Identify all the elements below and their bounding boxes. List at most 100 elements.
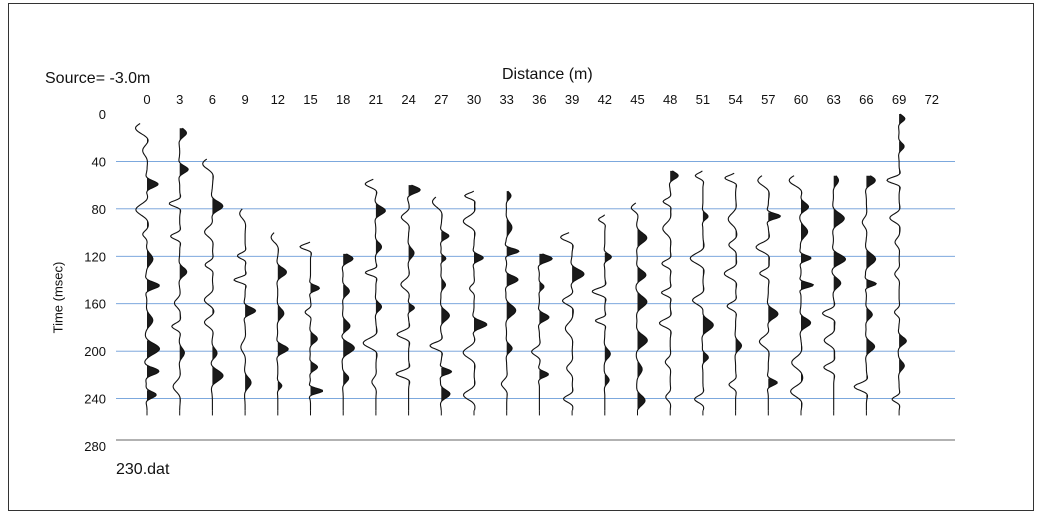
x-tick-label-51: 51 [696,92,710,107]
trace-line-9 [233,208,257,411]
x-tick-label-54: 54 [728,92,742,107]
grid-layer [116,160,955,400]
file-label: 230.dat [116,461,170,478]
trace-line-0 [134,123,161,411]
trace-60 [788,175,815,416]
trace-33 [500,190,520,416]
trace-line-12 [270,232,289,411]
trace-line-18 [341,253,355,411]
trace-fill-66 [866,175,877,401]
trace-line-15 [299,241,323,411]
x-tick-label-18: 18 [336,92,350,107]
trace-fill-24 [408,185,421,387]
trace-fill-6 [212,174,223,386]
source-label: Source= -3.0m [45,70,151,87]
x-tick-label-0: 0 [143,92,150,107]
trace-66 [853,175,877,416]
x-tick-label-24: 24 [401,92,415,107]
trace-line-6 [202,158,224,411]
y-tick-label-200: 200 [84,344,106,359]
trace-line-54 [723,172,743,411]
trace-fill-27 [441,213,452,403]
x-tick-label-57: 57 [761,92,775,107]
trace-24 [395,184,421,416]
trace-fill-54 [735,185,742,397]
figure-frame [8,3,1034,511]
trace-48 [658,170,679,416]
trace-18 [341,253,355,416]
trace-line-24 [395,184,421,411]
x-tick-label-36: 36 [532,92,546,107]
x-tick-label-9: 9 [241,92,248,107]
x-tick-label-60: 60 [794,92,808,107]
trace-fill-48 [670,170,679,409]
x-tick-label-39: 39 [565,92,579,107]
trace-line-51 [689,170,714,411]
x-tick-label-12: 12 [271,92,285,107]
trace-57 [755,175,782,416]
trace-12 [270,232,289,416]
trace-63 [821,175,846,416]
trace-line-39 [559,232,585,411]
x-tick-label-69: 69 [892,92,906,107]
trace-fill-42 [604,225,612,387]
trace-39 [559,232,585,416]
x-tick-label-3: 3 [176,92,183,107]
x-tick-label-33: 33 [499,92,513,107]
x-tick-label-30: 30 [467,92,481,107]
trace-fill-15 [310,252,323,397]
trace-line-36 [531,253,553,411]
x-tick-label-42: 42 [598,92,612,107]
trace-fill-39 [572,244,584,393]
trace-fill-69 [899,114,907,410]
trace-fill-51 [702,181,714,393]
trace-fill-9 [245,224,256,393]
trace-45 [630,202,648,416]
x-tick-label-6: 6 [209,92,216,107]
x-tick-label-72: 72 [925,92,939,107]
trace-3 [168,127,189,416]
trace-line-30 [462,190,488,411]
x-tick-label-15: 15 [303,92,317,107]
trace-6 [202,158,224,416]
trace-51 [689,170,714,416]
y-tick-label-80: 80 [92,202,106,217]
x-tick-label-21: 21 [369,92,383,107]
y-tick-label-120: 120 [84,249,106,264]
trace-line-21 [362,178,386,411]
y-tick-label-0: 0 [99,107,106,122]
trace-layer [134,113,907,416]
x-tick-label-63: 63 [826,92,840,107]
x-tick-label-27: 27 [434,92,448,107]
trace-line-3 [168,127,189,411]
trace-fill-36 [539,253,553,380]
x-tick-label-45: 45 [630,92,644,107]
y-tick-label-160: 160 [84,297,106,312]
x-tick-label-48: 48 [663,92,677,107]
x-axis-title: Distance (m) [502,66,593,83]
y-tick-label-280: 280 [84,439,106,454]
x-tick-label-66: 66 [859,92,873,107]
trace-9 [233,208,257,416]
trace-0 [134,123,161,416]
trace-line-57 [755,175,782,411]
y-tick-label-40: 40 [92,154,106,169]
trace-21 [362,178,386,416]
trace-line-48 [658,170,679,411]
trace-54 [723,172,743,416]
trace-fill-0 [147,138,160,401]
trace-fill-21 [375,191,386,394]
trace-30 [462,190,488,416]
trace-line-69 [886,113,907,411]
trace-fill-33 [506,191,519,398]
trace-27 [429,196,453,416]
trace-line-45 [630,202,648,411]
trace-fill-45 [637,216,648,411]
y-tick-label-240: 240 [84,392,106,407]
trace-line-33 [500,190,520,411]
trace-42 [591,214,612,416]
trace-fill-63 [833,175,846,381]
trace-36 [531,253,553,416]
